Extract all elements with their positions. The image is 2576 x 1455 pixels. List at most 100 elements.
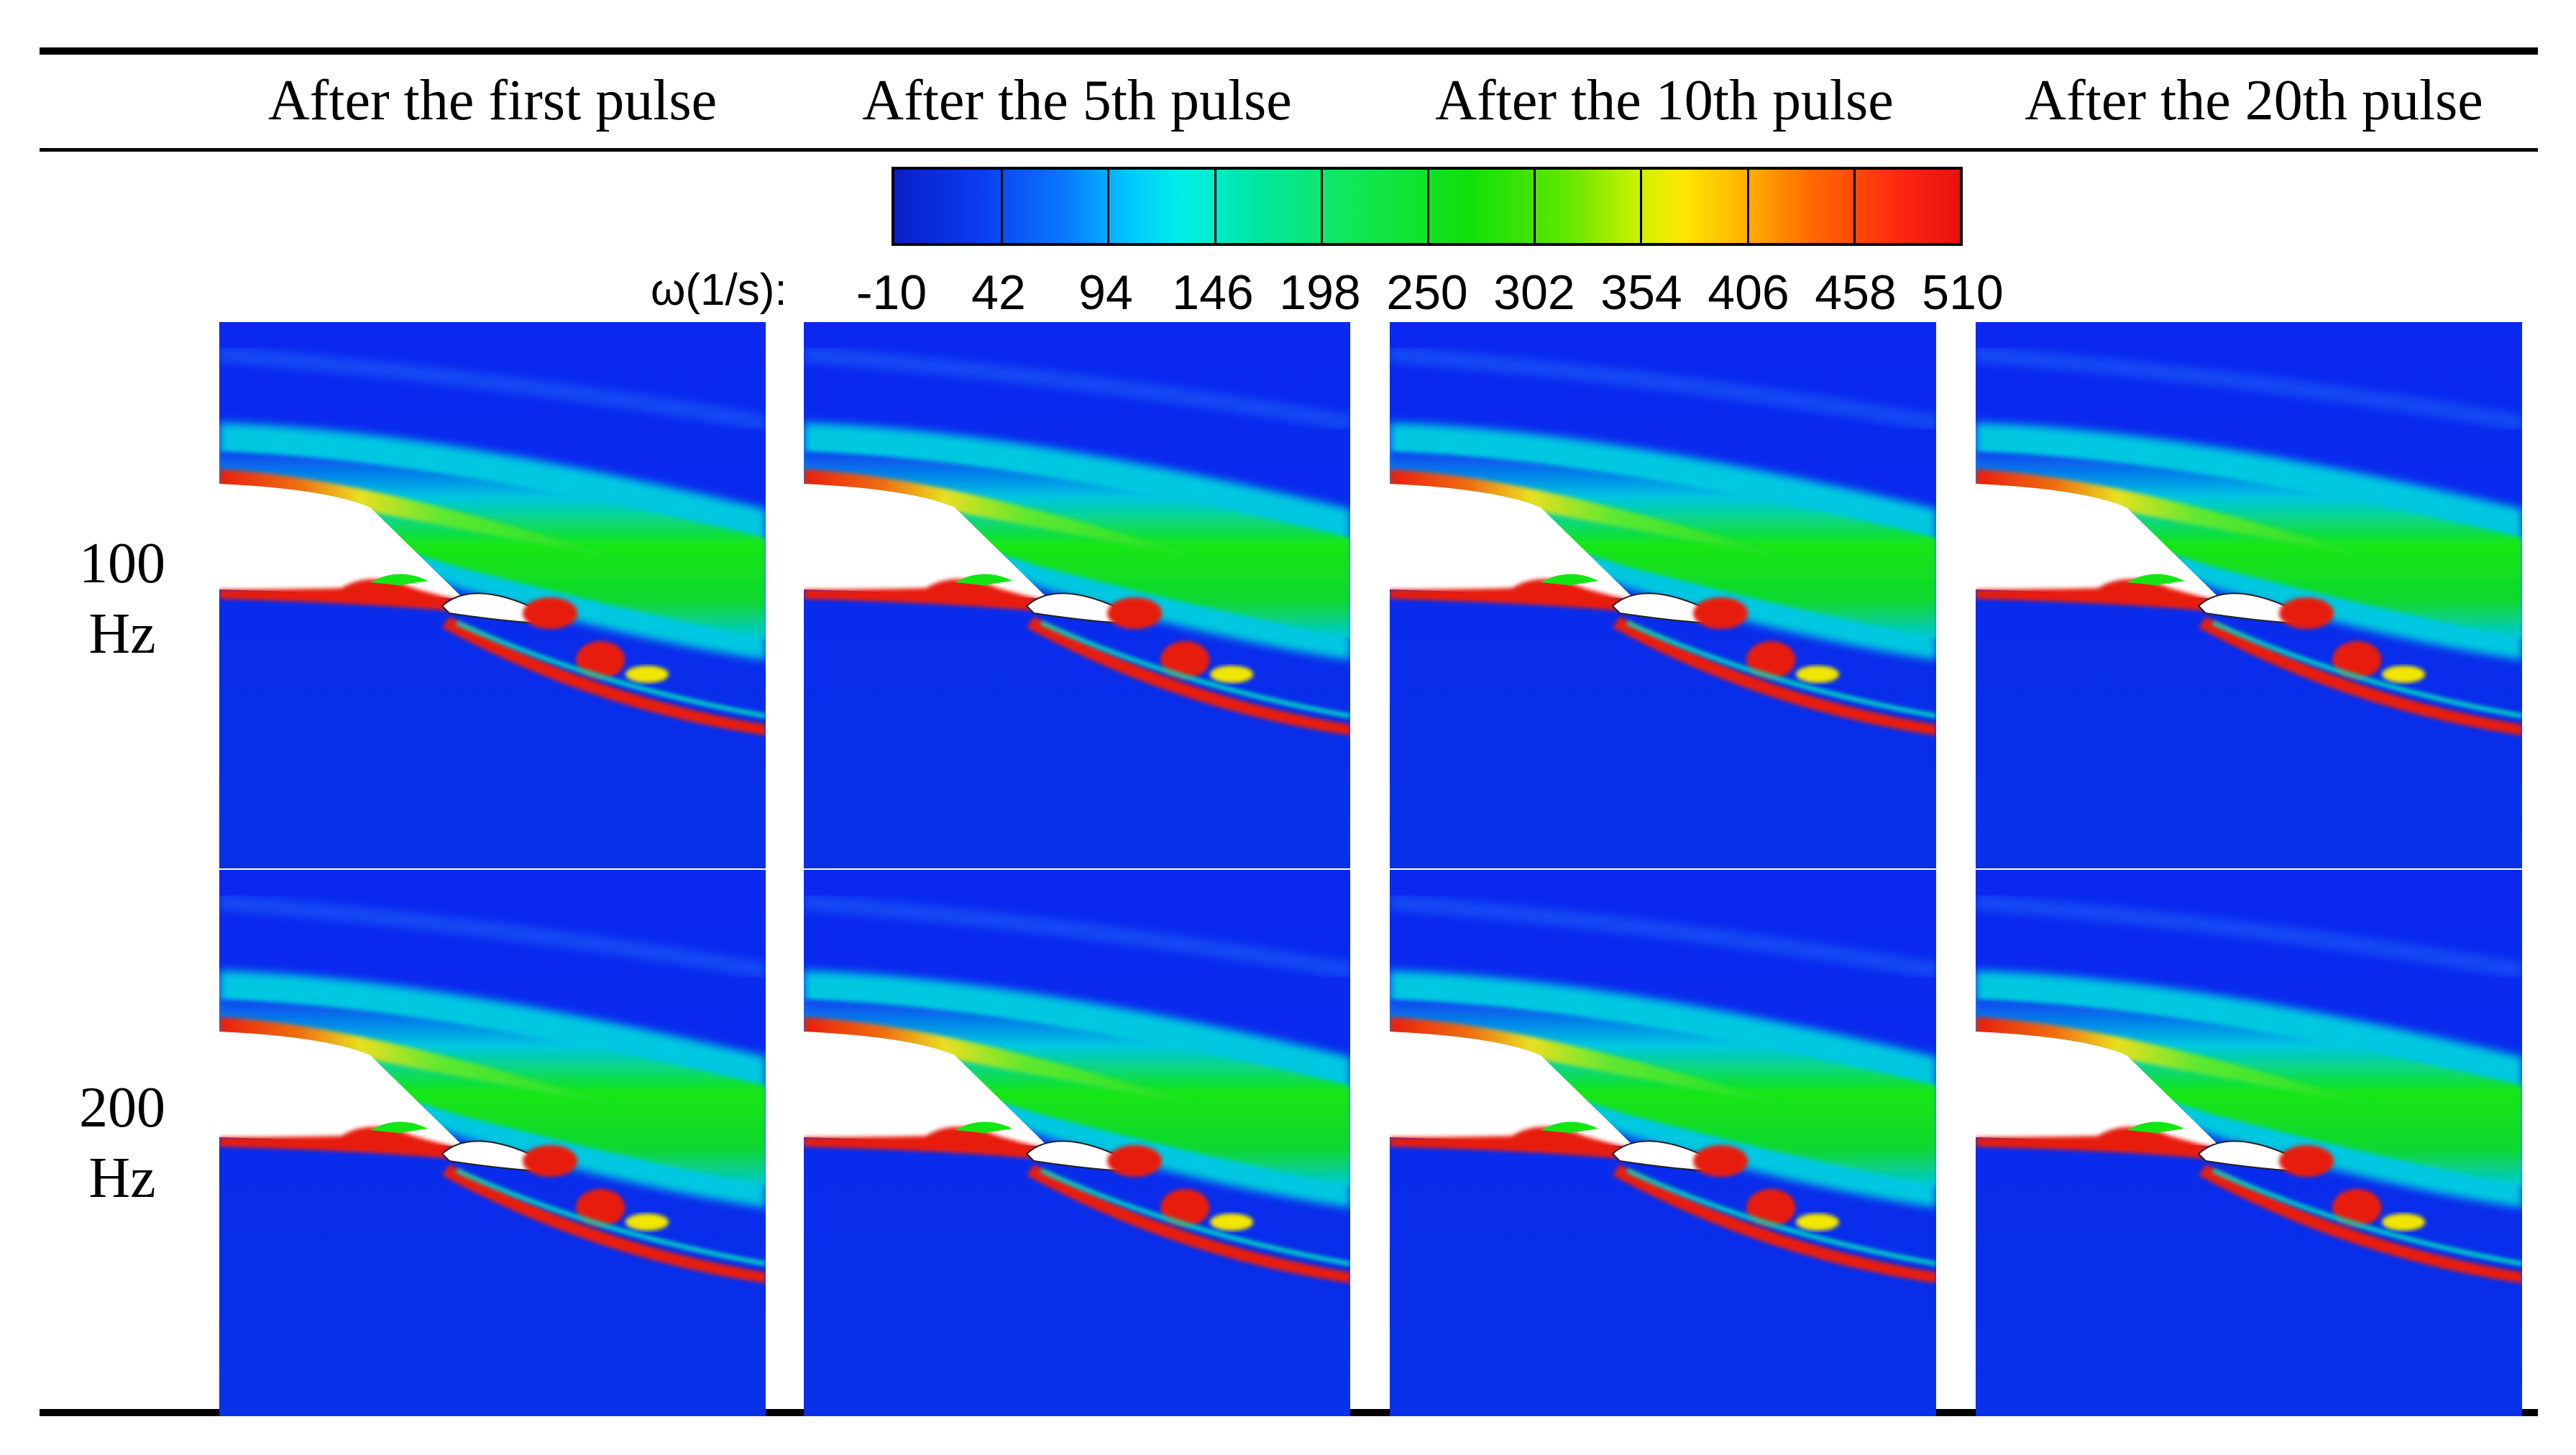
vortex-tail	[2382, 666, 2425, 683]
lower-shear-red	[804, 579, 1077, 615]
jet-core	[804, 1017, 1206, 1107]
vortex-tail	[625, 1213, 669, 1231]
bubble-green	[2127, 574, 2184, 585]
wall-shear-red	[442, 617, 766, 735]
wall-shear-cyan	[2211, 620, 2522, 718]
vortex-tail	[1796, 1213, 1839, 1231]
row-label-100hz-value: 100	[79, 532, 165, 595]
colorbar-tick	[1640, 170, 1643, 243]
panel-100hz-10th-pulse	[1390, 322, 1936, 868]
vortex-1	[2279, 597, 2334, 629]
nozzle-body	[1390, 484, 1634, 599]
jet-core	[1976, 1017, 2378, 1107]
vorticity-colorbar	[891, 167, 1963, 246]
upper-streak	[804, 894, 1350, 978]
vorticity-field-svg	[219, 870, 766, 1416]
row-label-100hz: 100 Hz	[50, 528, 194, 669]
colorbar-label: 354	[1600, 265, 1682, 320]
panel-100hz-first-pulse	[219, 322, 766, 868]
vortex-tail	[1210, 1213, 1253, 1231]
table-top-rule	[40, 47, 2538, 55]
vortex-1	[1693, 1145, 1748, 1177]
nozzle-body	[1976, 484, 2220, 599]
vorticity-field-svg	[804, 322, 1350, 868]
colorbar-tick	[1746, 170, 1749, 243]
colorbar-tick	[1320, 170, 1323, 243]
colorbar-label: 302	[1493, 265, 1575, 320]
bubble-green	[955, 574, 1012, 585]
upper-streak	[804, 346, 1350, 431]
colorbar-label: -10	[856, 265, 927, 320]
panel-200hz-first-pulse	[219, 870, 766, 1416]
vortex-2	[1746, 1189, 1795, 1226]
panel-100hz-5th-pulse	[804, 322, 1350, 868]
vortex-2	[576, 1189, 625, 1226]
vortex-1	[1693, 597, 1748, 629]
colorbar-label: 458	[1815, 265, 1897, 320]
wall-shear-cyan	[455, 1168, 766, 1266]
vorticity-field-svg	[1390, 870, 1936, 1416]
colorbar-label: 510	[1922, 265, 2004, 320]
vortex-1	[523, 597, 577, 629]
column-header-10th-pulse: After the 10th pulse	[1435, 69, 1894, 132]
wall-shear-red	[1613, 1165, 1936, 1283]
wall-shear-red	[2199, 617, 2522, 735]
vorticity-field-svg	[1976, 322, 2522, 868]
nozzle-body	[804, 484, 1048, 599]
nozzle-body	[219, 484, 464, 599]
vortex-2	[2332, 1189, 2381, 1226]
bubble-green	[1541, 574, 1598, 585]
jet-core	[1976, 469, 2378, 559]
lower-shear-red	[1390, 1126, 1663, 1163]
bubble-green	[955, 1121, 1012, 1133]
wall-shear-cyan	[2211, 1168, 2522, 1266]
lower-shear-red	[219, 1126, 492, 1163]
colorbar-tick	[1853, 170, 1856, 243]
table-header-rule	[40, 148, 2538, 152]
jet-core	[1390, 1017, 1792, 1107]
vortex-1	[1107, 597, 1162, 629]
colorbar-label: 94	[1078, 265, 1133, 320]
vortex-tail	[1210, 666, 1253, 683]
vorticity-field-svg	[219, 322, 766, 868]
lower-shear-red	[219, 579, 492, 615]
wall-shear-cyan	[1040, 620, 1350, 718]
wall-shear-red	[1027, 1165, 1350, 1283]
vortex-2	[1746, 641, 1795, 679]
lower-shear-red	[1976, 1126, 2249, 1163]
upper-streak	[1976, 894, 2522, 978]
nozzle-body	[804, 1032, 1048, 1147]
lower-shear-red	[1390, 579, 1663, 615]
upper-streak	[219, 894, 766, 978]
vortex-2	[1160, 641, 1209, 679]
vorticity-field-svg	[804, 870, 1350, 1416]
colorbar-label: 146	[1172, 265, 1254, 320]
panel-200hz-20th-pulse	[1976, 870, 2522, 1416]
lower-shear-red	[1976, 579, 2249, 615]
nozzle-body	[1976, 1032, 2220, 1147]
wall-shear-red	[1027, 617, 1350, 735]
wall-shear-red	[1613, 617, 1936, 735]
upper-streak	[1976, 346, 2522, 431]
colorbar-title: ω(1/s):	[651, 265, 787, 315]
row-label-200hz-value: 200	[79, 1076, 165, 1139]
vortex-2	[1160, 1189, 1209, 1226]
lower-shear-red	[804, 1126, 1077, 1163]
vortex-1	[2279, 1145, 2334, 1177]
column-header-20th-pulse: After the 20th pulse	[2025, 69, 2483, 132]
panel-200hz-10th-pulse	[1390, 870, 1936, 1416]
bubble-green	[2127, 1121, 2184, 1133]
vortex-2	[576, 641, 625, 679]
wall-shear-cyan	[1626, 1168, 1936, 1266]
bubble-green	[370, 1121, 428, 1133]
jet-core	[804, 469, 1206, 559]
nozzle-body	[219, 1032, 464, 1147]
wall-shear-cyan	[455, 620, 766, 718]
upper-streak	[1390, 346, 1936, 431]
upper-streak	[219, 346, 766, 431]
wall-shear-cyan	[1626, 620, 1936, 718]
column-header-first-pulse: After the first pulse	[267, 69, 718, 132]
vortex-tail	[2382, 1213, 2425, 1231]
panel-100hz-20th-pulse	[1976, 322, 2522, 868]
column-header-5th-pulse: After the 5th pulse	[862, 69, 1292, 132]
